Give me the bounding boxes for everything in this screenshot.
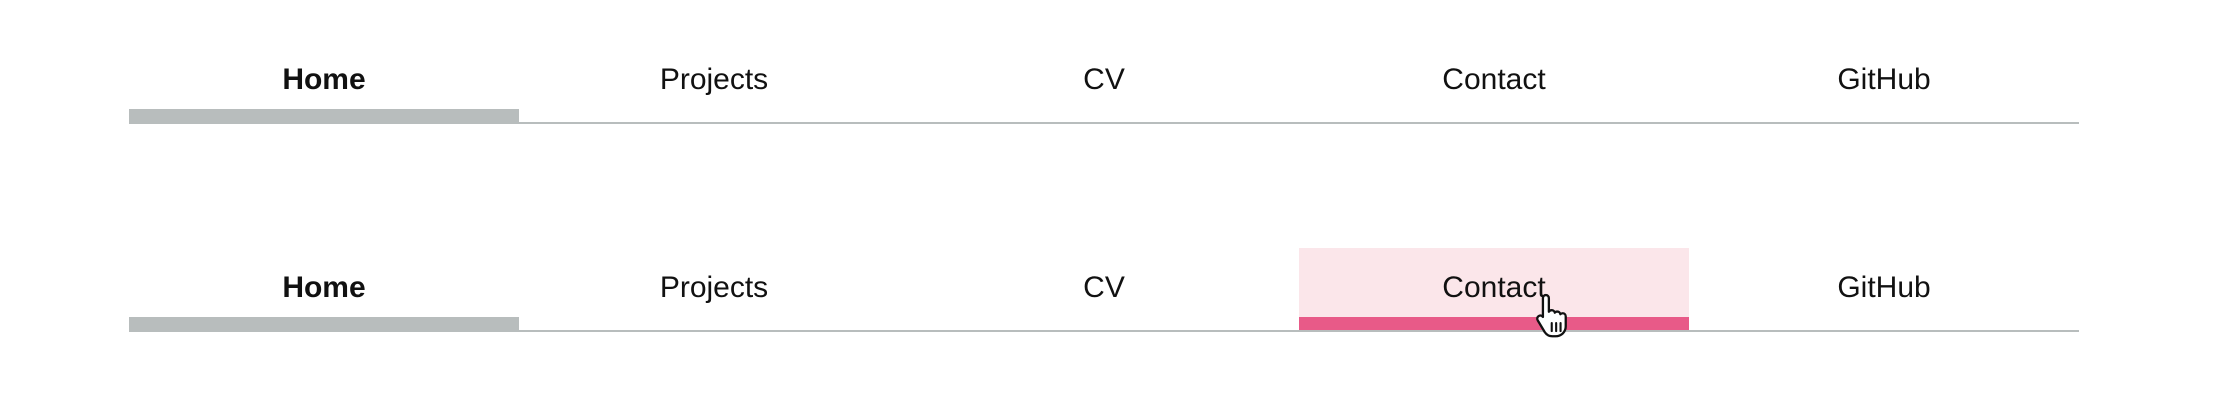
nav-item-indicator bbox=[909, 317, 1299, 330]
nav-item-indicator bbox=[1689, 109, 2079, 122]
nav-item-home[interactable]: Home bbox=[129, 40, 519, 122]
nav-item-home[interactable]: Home bbox=[129, 248, 519, 330]
nav-item-label: GitHub bbox=[1837, 271, 1931, 304]
nav-item-label: CV bbox=[1083, 271, 1125, 304]
nav-item-label: GitHub bbox=[1837, 63, 1931, 96]
nav-item-label: Home bbox=[282, 63, 366, 96]
nav-item-indicator bbox=[519, 109, 909, 122]
nav-item-indicator bbox=[519, 317, 909, 330]
nav-item-indicator bbox=[909, 109, 1299, 122]
nav-item-contact[interactable]: Contact bbox=[1299, 40, 1689, 122]
nav-bar-default: Home Projects CV Contact GitHub bbox=[129, 40, 2079, 124]
nav-item-projects[interactable]: Projects bbox=[519, 248, 909, 330]
nav-item-label: Contact bbox=[1442, 63, 1546, 96]
nav-item-github[interactable]: GitHub bbox=[1689, 248, 2079, 330]
nav-item-cv[interactable]: CV bbox=[909, 40, 1299, 122]
hover-indicator bbox=[1299, 317, 1689, 330]
nav-item-label: CV bbox=[1083, 63, 1125, 96]
nav-item-label: Projects bbox=[659, 271, 769, 304]
nav-item-contact-hovered[interactable]: Contact bbox=[1299, 248, 1689, 330]
active-indicator bbox=[129, 317, 519, 330]
nav-item-cv[interactable]: CV bbox=[909, 248, 1299, 330]
nav-item-projects[interactable]: Projects bbox=[519, 40, 909, 122]
nav-item-indicator bbox=[1689, 317, 2079, 330]
nav-bar-hover-state: Home Projects CV Contact GitHub bbox=[129, 248, 2079, 332]
active-indicator bbox=[129, 109, 519, 122]
nav-item-label: Projects bbox=[659, 63, 769, 96]
nav-item-label: Home bbox=[282, 271, 366, 304]
nav-item-label: Contact bbox=[1442, 271, 1546, 304]
nav-item-github[interactable]: GitHub bbox=[1689, 40, 2079, 122]
nav-item-indicator bbox=[1299, 109, 1689, 122]
